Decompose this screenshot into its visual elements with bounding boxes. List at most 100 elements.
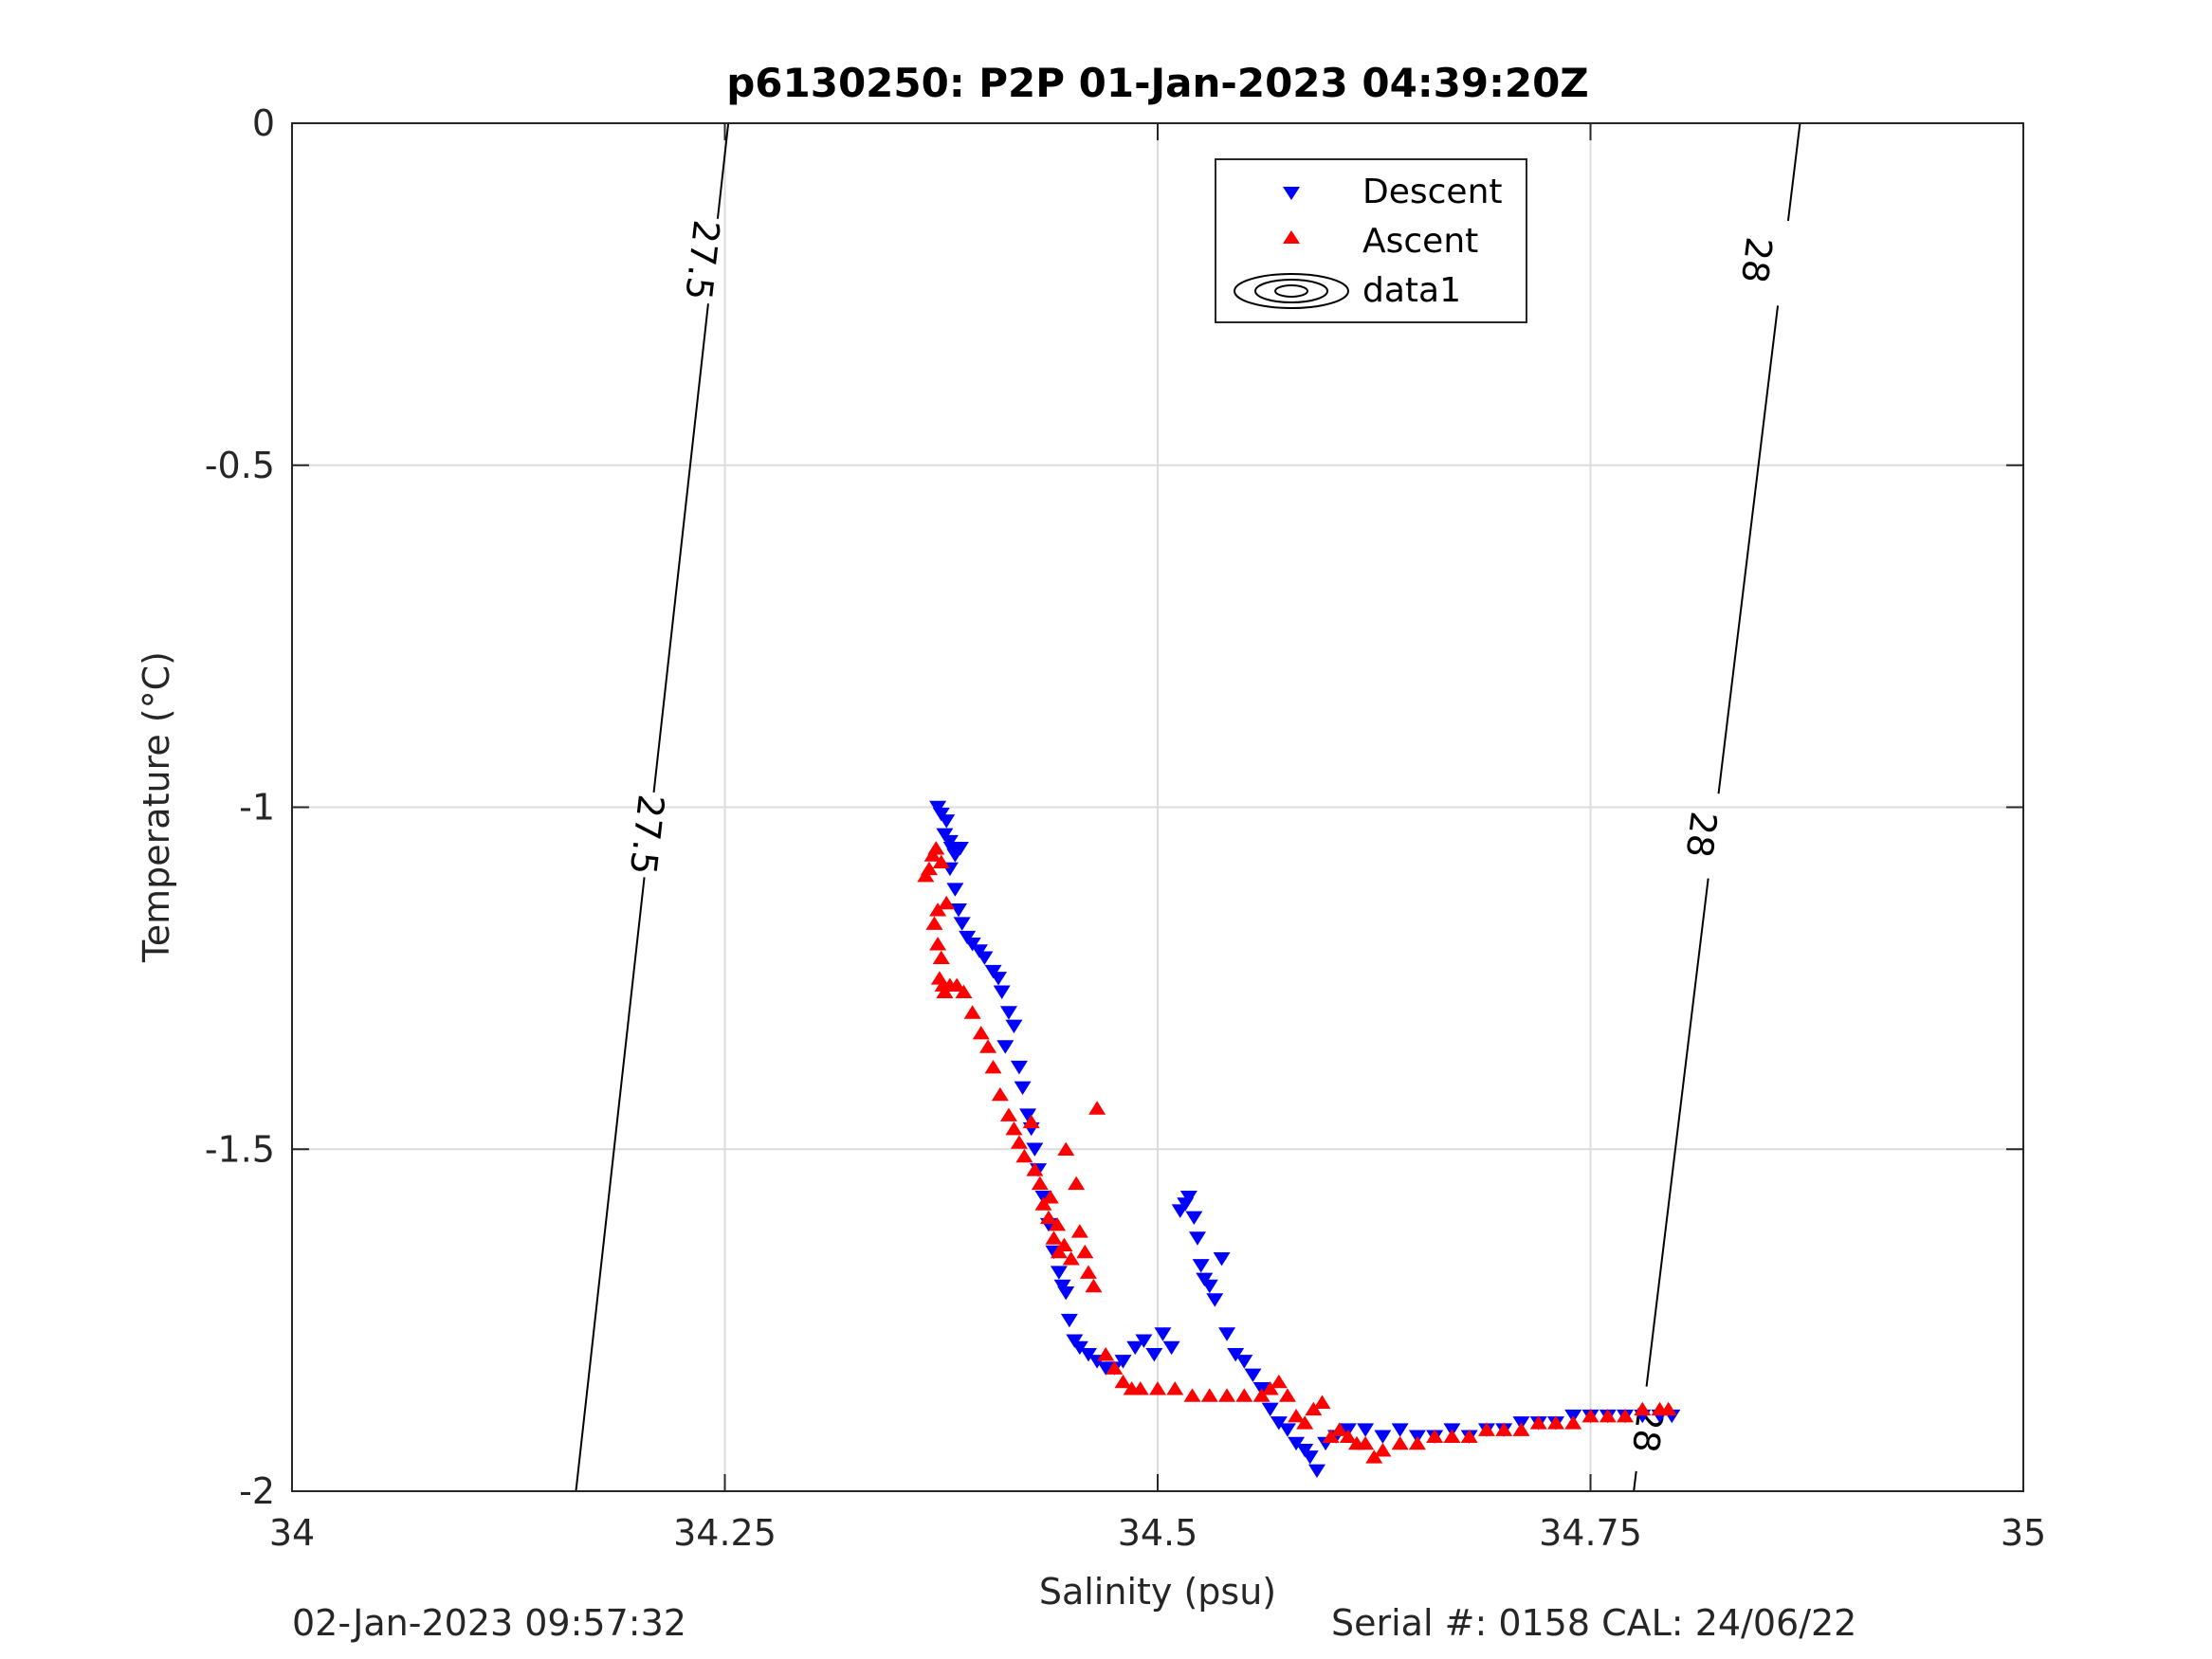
ascent-point (1252, 1388, 1271, 1402)
legend-descent-label: Descent (1362, 173, 1503, 211)
x-tick-label: 34.75 (1539, 1512, 1642, 1554)
ascent-point (936, 984, 954, 999)
descent-point (1196, 1272, 1214, 1286)
ascent-point (1022, 1114, 1040, 1129)
contour-label: 27.5 (677, 218, 727, 302)
ascent-point (1200, 1388, 1218, 1402)
x-axis-ticks: 34 34.25 34.5 34.75 35 (269, 123, 2046, 1554)
ascent-point (1365, 1449, 1383, 1464)
ascent-point (1564, 1415, 1582, 1430)
ascent-point (1546, 1415, 1564, 1430)
ascent-point (1183, 1388, 1201, 1402)
ascent-point (1045, 1231, 1063, 1245)
y-tick-label: -0.5 (205, 445, 275, 486)
ascent-point (1049, 1216, 1067, 1231)
descent-point (984, 964, 1002, 979)
ascent-point (1270, 1374, 1288, 1389)
descent-point (941, 834, 959, 849)
descent-point (1126, 1340, 1144, 1356)
ascent-point (1235, 1388, 1253, 1402)
ascent-point (927, 841, 945, 855)
ascent-point (925, 916, 943, 930)
ascent-point (1079, 1265, 1097, 1279)
y-tick-label: -2 (239, 1470, 275, 1512)
ascent-point (932, 950, 950, 964)
y-axis-ticks: -2 -1.5 -1 -0.5 0 (205, 102, 2023, 1512)
ascent-point (972, 1025, 990, 1040)
descent-point (1192, 1259, 1210, 1273)
x-tick-label: 35 (2001, 1512, 2046, 1554)
descent-point (1066, 1334, 1084, 1348)
ascent-series (917, 841, 1677, 1464)
ascent-point (1005, 1121, 1023, 1136)
descent-point (1188, 1231, 1206, 1246)
descent-point (1162, 1340, 1180, 1356)
ascent-point (1599, 1408, 1617, 1423)
legend-box (1215, 158, 1527, 323)
ascent-point (1166, 1381, 1184, 1395)
ascent-point (1031, 1176, 1049, 1191)
contour-label: 27.5 (622, 793, 672, 877)
ascent-point (1149, 1381, 1166, 1395)
contour-line (652, 303, 709, 793)
ascent-point (1330, 1422, 1348, 1436)
descent-point (1288, 1436, 1306, 1451)
ascent-point (1313, 1395, 1331, 1409)
ascent-point (1278, 1388, 1296, 1402)
descent-point (932, 807, 950, 822)
legend-contour-label: data1 (1362, 271, 1461, 310)
ascent-point (1495, 1422, 1513, 1436)
ascent-point (1408, 1435, 1426, 1450)
ascent-point (920, 861, 938, 876)
descent-point (1060, 1313, 1078, 1328)
descent-point (938, 814, 956, 829)
descent-point (951, 842, 969, 856)
ascent-point (1050, 1244, 1068, 1259)
descent-point (1200, 1279, 1218, 1294)
descent-point (1154, 1327, 1172, 1341)
descent-point (1079, 1347, 1097, 1362)
descent-point (999, 1006, 1017, 1020)
y-tick-label: 0 (252, 102, 275, 144)
ascent-point (932, 854, 950, 868)
descent-point (976, 951, 994, 965)
ascent-point (929, 902, 947, 917)
descent-point (1374, 1430, 1392, 1444)
descent-point (996, 1040, 1015, 1054)
contour-line (1717, 305, 1780, 794)
descent-point (1179, 1191, 1197, 1205)
x-tick-label: 34.5 (1118, 1512, 1198, 1554)
x-tick-label: 34 (269, 1512, 315, 1554)
ascent-point (1426, 1429, 1444, 1444)
descent-point (1206, 1293, 1224, 1307)
contour-label: 28 (1733, 235, 1781, 285)
descent-point (993, 985, 1011, 999)
ascent-point (1055, 1237, 1073, 1252)
descent-point (1278, 1423, 1296, 1437)
ascent-point (1443, 1429, 1461, 1444)
ascent-point (1041, 1190, 1059, 1204)
footer-serial-cal: Serial #: 0158 CAL: 24/06/22 (1331, 1602, 1857, 1644)
descent-point (1145, 1347, 1163, 1362)
descent-point (990, 972, 1008, 986)
ascent-point (948, 977, 966, 992)
descent-point (1026, 1142, 1044, 1157)
descent-point (1244, 1368, 1262, 1382)
ascent-point (1039, 1210, 1057, 1225)
ascent-point (1034, 1196, 1052, 1211)
ascent-point (1305, 1401, 1323, 1416)
ascent-point (917, 868, 935, 883)
ascent-point (929, 937, 947, 951)
ascent-point (1512, 1422, 1530, 1436)
descent-point (1010, 1060, 1028, 1075)
descent-point (1227, 1347, 1245, 1362)
descent-point (1050, 1266, 1068, 1280)
ascent-point (1296, 1415, 1314, 1430)
contour-line (575, 877, 646, 1491)
ascent-point (1261, 1381, 1279, 1395)
descent-point (1014, 1081, 1032, 1095)
y-axis-label: Temperature (°C) (136, 651, 177, 963)
ascent-point (1477, 1422, 1495, 1436)
descent-point (1005, 1019, 1023, 1034)
legend-contour-icon (1234, 273, 1349, 309)
